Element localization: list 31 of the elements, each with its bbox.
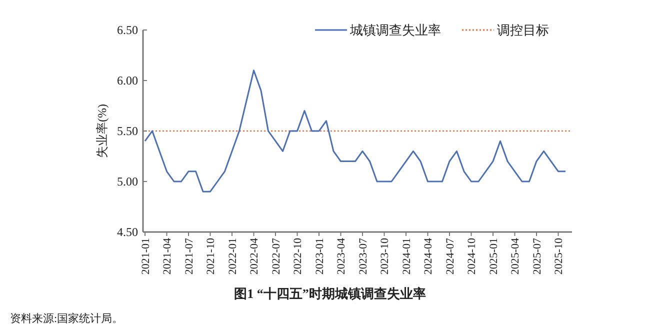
x-tick-label: 2022-01 — [226, 238, 239, 275]
legend-label: 城镇调查失业率 — [349, 22, 441, 38]
y-tick-label: 6.50 — [117, 23, 138, 38]
x-tick-label: 2021-10 — [205, 238, 218, 275]
x-tick-label: 2021-01 — [140, 238, 152, 275]
line-series — [144, 70, 566, 192]
y-tick-label: 6.00 — [117, 74, 138, 88]
x-tick-label: 2025-04 — [510, 238, 522, 275]
x-tick-label: 2025-01 — [488, 238, 500, 275]
legend-label: 调控目标 — [497, 22, 549, 38]
x-tick-label: 2023-10 — [379, 238, 392, 275]
x-tick-label: 2022-07 — [270, 238, 282, 275]
x-tick-label: 2025-10 — [553, 238, 566, 275]
text: 图1 “十四五”时期城镇调查失业率 — [234, 286, 426, 301]
x-tick-label: 2021-07 — [183, 238, 196, 275]
x-tick-label: 2021-04 — [162, 238, 174, 275]
x-tick-label: 2024-04 — [422, 238, 435, 275]
x-tick-label: 2025-07 — [531, 238, 544, 275]
x-tick-label: 2022-10 — [292, 238, 304, 275]
x-tick-label: 2023-07 — [357, 238, 370, 275]
x-tick-label: 2023-04 — [336, 238, 348, 275]
text: 资料来源:国家统计局。 — [10, 312, 124, 325]
y-axis-title: 失业率(%) — [95, 104, 110, 158]
y-tick-label: 5.00 — [117, 174, 138, 189]
x-tick-label: 2024-10 — [466, 238, 478, 275]
y-tick-label: 5.50 — [117, 124, 138, 138]
x-tick-label: 2023-01 — [314, 238, 326, 275]
x-tick-label: 2024-07 — [444, 238, 456, 275]
x-tick-label: 2024-01 — [400, 238, 413, 275]
y-tick-label: 4.50 — [117, 225, 138, 240]
x-tick-label: 2022-04 — [248, 238, 261, 275]
